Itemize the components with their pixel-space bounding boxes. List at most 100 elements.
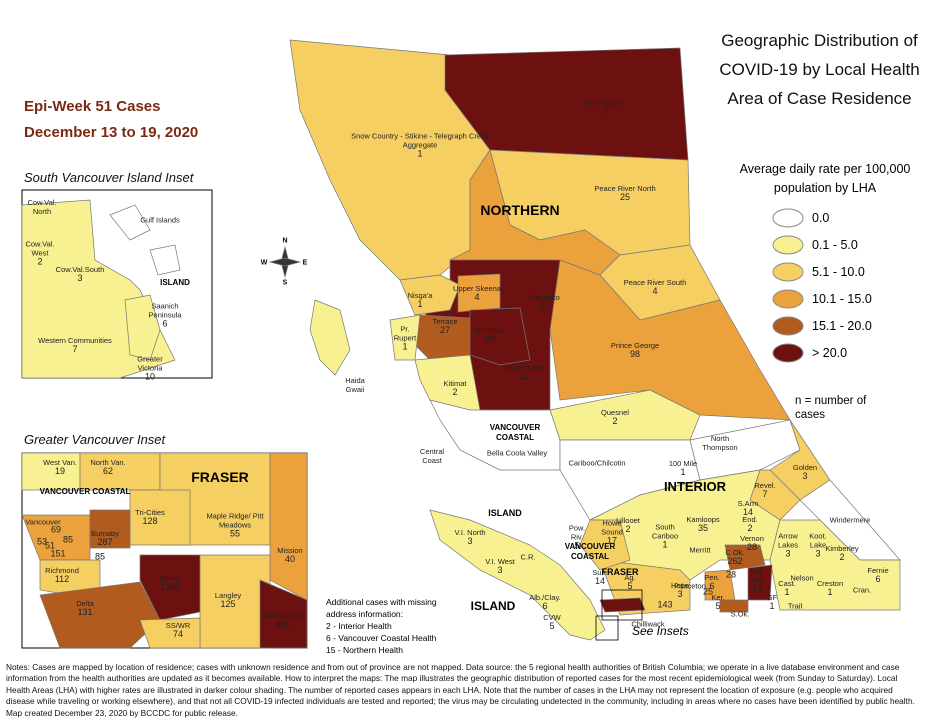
area-name: Peace River North [594,184,656,193]
epi-week: Epi-Week 51 Cases December 13 to 19, 2020 [24,94,198,146]
area-name: Central Coast [419,447,445,465]
main-map [289,39,901,641]
area-label: Princeton [670,582,710,591]
area [457,273,501,313]
area-name: Bella Coola Valley [486,448,548,458]
area [309,299,351,376]
health-authority: FRASER [601,567,639,577]
area-name: S.Arm [737,499,759,508]
area-name: Smithers [475,326,505,335]
area-label: Lillooet 2 [608,516,648,534]
case-count: 131 [77,607,93,617]
case-count: 74 [172,629,183,639]
inset-title: South Vancouver Island Inset [24,170,194,185]
area-name: Greater Victoria [137,354,163,373]
area-label: Golden 3 [785,463,825,481]
area-label: Hope 3 [665,581,695,599]
area-label: North Thompson [695,434,745,452]
case-count: 51 [44,540,55,551]
area-label: Western Communities 7 [35,336,115,354]
area-label: Creston 1 [810,579,850,597]
health-authority: VANCOUVER COASTAL [564,542,616,561]
area-label: 69 [49,524,64,535]
health-authority: VANCOUVER COASTAL [489,423,541,442]
case-count: 1 [662,539,668,550]
case-count: 262 [727,556,743,566]
case-count: 29 [484,334,495,344]
area-label: Delta 131 [70,599,100,617]
legend-swatch [772,262,804,282]
area-name: Snow Country - Stikine - Telegraph Creek… [351,131,489,150]
area-label: Ket. Val. 14 [745,567,770,594]
area-label: 85 [61,534,76,545]
case-count: 10 [144,371,155,382]
area-name: Prince George [610,341,660,350]
area-label: CVW 5 [537,613,567,631]
case-count: 1 [680,467,686,477]
case-count: 85 [94,551,105,562]
area-label: Koot. Lake 3 [801,532,836,559]
area-name: C.R. [520,552,536,562]
area-name: Nechako [530,293,560,302]
health-authority: NORTHERN [480,202,560,218]
area-name: Mission [277,546,303,555]
legend-label: > 20.0 [812,346,848,360]
map-title: Geographic Distribution of COVID-19 by L… [719,31,920,108]
area-name: Burns Lake [506,363,544,372]
legend-swatch [772,343,804,363]
area-label: Arrow Lakes 3 [771,532,806,559]
area-label: Bella Coola Valley [477,449,557,458]
case-count: 85 [62,534,73,545]
legend-swatch [772,316,804,336]
case-count: 6 [709,581,715,591]
area-label: SS/WR 74 [163,621,193,639]
case-count: 69 [50,524,61,535]
area-name: Sun. [592,568,608,577]
case-count: 1 [827,587,833,597]
area-label: Upper Skeena 4 [452,284,502,302]
case-count: 25 [702,586,713,597]
area-name: Windermere [829,515,871,525]
area-name: Golden [792,463,818,472]
area-name: Lillooet [616,516,640,525]
area [259,579,308,649]
area-name: Surrey [158,574,182,583]
area [747,564,773,601]
area [429,509,606,641]
area-label: Howe Sound 17 [595,519,630,546]
area [469,307,531,366]
health-authority: ISLAND [488,508,522,518]
area-label: Windermere [820,516,880,525]
additional-cases: Additional cases with missing address in… [326,596,456,656]
area-label: 100 Mile 1 [663,459,703,477]
area [719,599,749,613]
case-count: 25 [619,192,630,202]
health-authority: FRASER [191,469,249,485]
case-count: 62 [102,466,113,476]
area-label: Maple Ridge/ Pitt Meadows 55 [200,512,270,539]
inset-title: Greater Vancouver Inset [24,432,166,447]
additional-item: 15 - Northern Health [326,645,404,655]
area-label: Sun. 14 [585,568,615,586]
health-authority: ISLAND [470,599,516,613]
compass-rose [268,245,302,279]
area-name: Cow.Val.South [55,265,105,274]
area-name: Chilliwack [631,619,665,629]
case-count: 3 [467,536,473,546]
area-name: Revel. [754,481,776,490]
area-name: Creston [816,579,844,588]
legend-label: 0.1 - 5.0 [812,238,858,252]
case-count: 3 [77,273,83,283]
area-name: Burnaby [91,529,119,538]
case-count: 128 [142,516,158,526]
area-label: Peace River South 4 [610,278,700,296]
area-label: Revel. 7 [750,481,780,499]
legend [772,208,804,363]
area-label: 51 [43,540,58,551]
additional-item: 6 - Vancouver Coastal Health [326,633,437,643]
area-name: West Van. [43,458,77,467]
case-count: 5 [549,621,555,631]
compass-letter: E [302,259,308,267]
